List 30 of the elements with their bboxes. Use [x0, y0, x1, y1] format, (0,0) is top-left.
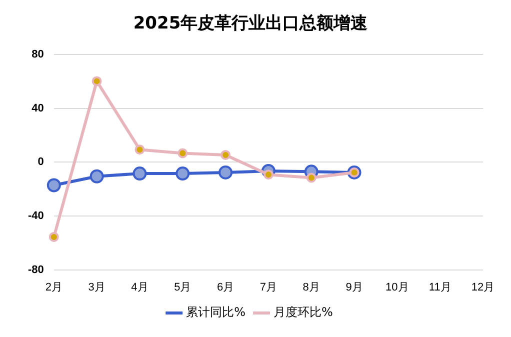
x-tick-label: 3月	[88, 281, 106, 294]
point	[48, 232, 59, 242]
point	[220, 150, 231, 160]
y-tick-label: 0	[38, 156, 44, 168]
y-tick-label: -80	[28, 264, 44, 276]
y-tick-label: 40	[32, 102, 44, 114]
legend-label: 月度环比%	[274, 305, 333, 320]
x-tick-label: 2月	[45, 281, 62, 294]
point	[132, 166, 147, 181]
x-tick-label: 7月	[260, 281, 278, 294]
point	[92, 76, 102, 86]
x-tick-label: 11月	[428, 281, 452, 294]
legend-label: 累计同比%	[186, 305, 246, 320]
point	[178, 148, 188, 158]
point	[90, 169, 104, 184]
x-tick-label: 4月	[131, 281, 148, 294]
point	[218, 165, 233, 180]
x-tick-label: 9月	[346, 281, 363, 294]
x-tick-label: 8月	[302, 281, 320, 294]
y-tick-label: 80	[32, 48, 44, 60]
x-tick-label: 12月	[471, 281, 495, 294]
point	[134, 144, 145, 155]
chart-title: 2025年皮革行业出口总额增速	[133, 14, 368, 34]
point	[46, 178, 61, 192]
point	[176, 166, 190, 181]
point	[306, 172, 316, 183]
x-tick-label: 10月	[386, 281, 409, 294]
x-tick-label: 6月	[216, 281, 234, 294]
y-tick-label: -40	[28, 210, 44, 222]
x-tick-label: 5月	[174, 281, 192, 294]
